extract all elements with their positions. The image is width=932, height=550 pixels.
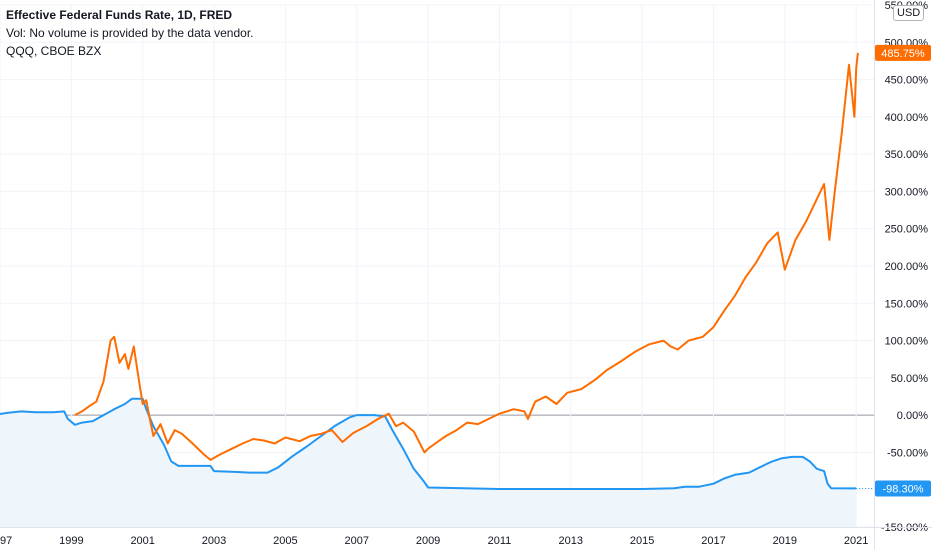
x-tick-label-3: 2003: [202, 535, 226, 547]
x-tick-label-4: 2005: [273, 535, 297, 547]
y-tick-label-10: 50.00%: [891, 373, 929, 385]
area-layer: [0, 398, 857, 527]
last-value-badge-0: [875, 480, 931, 497]
y-tick-label-3: 400.00%: [885, 112, 929, 124]
y-tick-label-4: 350.00%: [885, 149, 929, 161]
series-area-0: [0, 398, 857, 527]
y-tick-label-11: 0.00%: [897, 410, 928, 422]
series-line-0: [0, 397, 857, 490]
x-tick-label-7: 2011: [488, 535, 512, 547]
x-tick-label-8: 2013: [559, 535, 583, 547]
chart-title: Effective Federal Funds Rate, 1D, FRED: [6, 8, 233, 22]
series-layer: [0, 52, 859, 490]
badge-layer: -98.30% 485.75%: [856, 44, 931, 497]
x-tick-label-2: 2001: [130, 535, 154, 547]
last-value-badge-1: [875, 44, 931, 61]
last-value-label-0: -98.30%: [883, 483, 924, 495]
chart-legend: Effective Federal Funds Rate, 1D, FRED V…: [6, 6, 253, 60]
x-tick-label-1: 1999: [59, 535, 83, 547]
y-tick-label-2: 450.00%: [885, 75, 929, 87]
y-tick-label-12: -50.00%: [887, 447, 928, 459]
currency-unit-button[interactable]: USD: [893, 5, 925, 21]
y-tick-label-7: 200.00%: [885, 261, 929, 273]
y-tick-label-5: 300.00%: [885, 186, 929, 198]
series-line-1: [74, 52, 859, 461]
x-tick-label-5: 2007: [344, 535, 368, 547]
x-tick-label-10: 2017: [701, 535, 725, 547]
x-tick-label-9: 2015: [630, 535, 654, 547]
y-tick-label-8: 150.00%: [885, 298, 929, 310]
y-tick-label-9: 100.00%: [885, 336, 929, 348]
x-tick-label-6: 2009: [416, 535, 440, 547]
x-tick-label-11: 2019: [773, 535, 797, 547]
x-tick-label-0: 1997: [0, 535, 12, 547]
compare-symbol-label[interactable]: QQQ, CBOE BZX: [6, 44, 102, 58]
volume-note: Vol: No volume is provided by the data v…: [6, 26, 254, 40]
y-tick-label-6: 250.00%: [885, 224, 929, 236]
last-value-label-1: 485.75%: [881, 48, 925, 60]
x-tick-label-12: 2021: [844, 535, 868, 547]
